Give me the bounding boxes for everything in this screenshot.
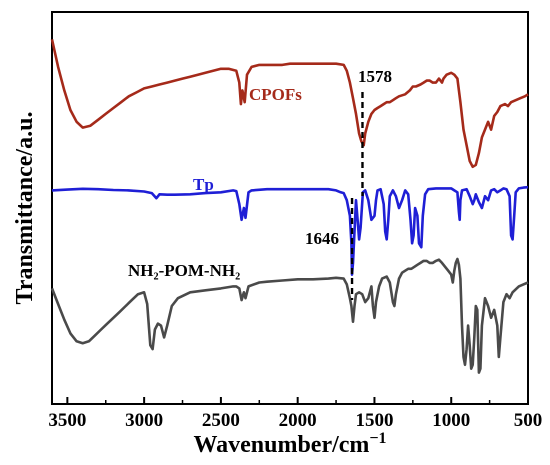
series-label-tp: Tp (193, 175, 214, 194)
x-tick-label: 3500 (48, 410, 86, 431)
x-tick-label: 3000 (125, 410, 163, 431)
series-line-0 (50, 39, 529, 169)
x-tick-label: 500 (514, 410, 543, 431)
plot-frame (51, 11, 529, 405)
x-tick-label: 2500 (202, 410, 240, 431)
series-line-2 (50, 257, 529, 374)
x-axis-title: Wavenumber/cm−1 (193, 430, 386, 458)
series-layer (50, 39, 529, 374)
series-label-cpofs: CPOFs (249, 85, 302, 104)
series-line-1 (51, 185, 529, 276)
x-tick-label: 1000 (432, 410, 470, 431)
annotation-label: 1646 (305, 229, 339, 248)
annotation-label: 1578 (358, 67, 392, 86)
x-tick-label: 2000 (279, 410, 317, 431)
annotation-layer: 1578 1646 (305, 67, 392, 300)
x-axis-title-unit-exponent: −1 (369, 430, 386, 447)
y-axis-title: Transmittance/a.u. (12, 112, 38, 305)
x-axis-ticks: 3500 3000 2500 2000 1500 1000 500 (48, 397, 542, 431)
series-label-nh2-pom-nh2: NH₂-POM-NH₂ (128, 261, 240, 280)
x-tick-label: 1500 (355, 410, 393, 431)
